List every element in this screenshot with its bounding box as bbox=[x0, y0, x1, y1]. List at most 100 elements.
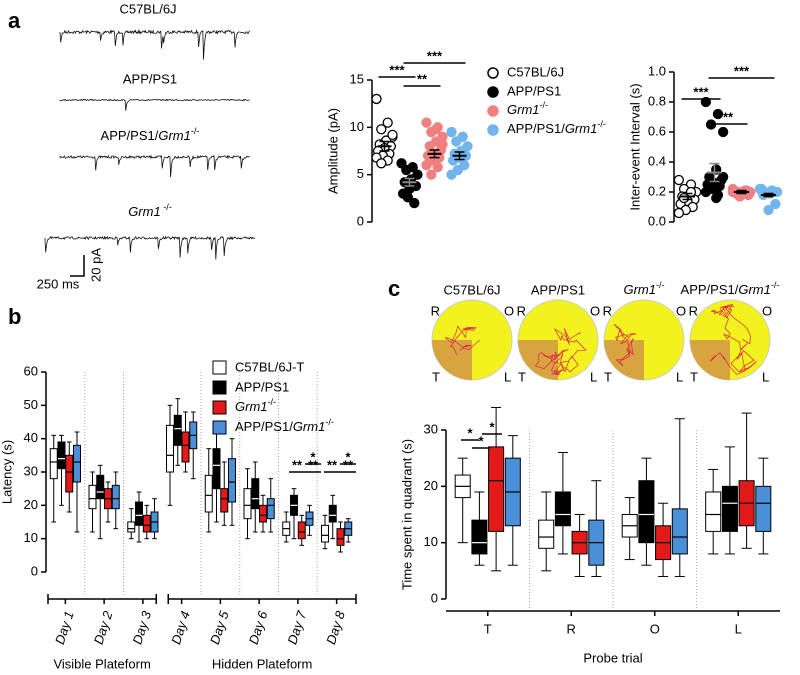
box bbox=[321, 524, 329, 543]
box bbox=[220, 488, 229, 513]
sig-label: ** bbox=[723, 109, 734, 124]
data-point bbox=[447, 155, 459, 166]
sig-label: ** bbox=[308, 457, 319, 472]
legend-swatch bbox=[212, 400, 227, 415]
legend-marker bbox=[487, 67, 499, 79]
box bbox=[88, 484, 97, 510]
data-point bbox=[426, 169, 437, 180]
x-tick-label: Day 1 bbox=[52, 609, 77, 646]
group-label: Visible Plateform bbox=[53, 656, 150, 671]
trace-label: C57BL/6J bbox=[119, 1, 176, 16]
error-bar bbox=[454, 151, 465, 161]
sig-label: ** bbox=[343, 457, 354, 472]
data-point bbox=[446, 126, 457, 138]
error-bar bbox=[763, 192, 774, 198]
box bbox=[96, 474, 105, 500]
data-point bbox=[437, 139, 448, 150]
track-title: APP/PS1/Grm1-/- bbox=[681, 280, 780, 297]
quadrant-label: R bbox=[603, 303, 612, 318]
box bbox=[135, 501, 143, 526]
legend-marker bbox=[487, 124, 499, 136]
error-bar bbox=[404, 177, 415, 187]
box bbox=[259, 504, 267, 523]
quadrant-label: O bbox=[590, 303, 600, 318]
data-point bbox=[717, 126, 729, 138]
box bbox=[554, 491, 571, 527]
quadrant-label: L bbox=[762, 369, 769, 384]
box bbox=[251, 478, 260, 510]
swim-path bbox=[444, 325, 480, 356]
quadrant-label: R bbox=[689, 303, 698, 318]
panel-label: b bbox=[8, 304, 21, 329]
data-point bbox=[763, 204, 774, 216]
x-tick-label: Day 5 bbox=[207, 608, 232, 646]
y-tick-label: 40 bbox=[24, 430, 38, 445]
box bbox=[212, 448, 221, 490]
scale-label: 20 pA bbox=[88, 248, 103, 282]
quadrant-label: T bbox=[690, 369, 698, 384]
sig-label: * bbox=[310, 449, 316, 464]
error-bar bbox=[682, 192, 693, 201]
target-quadrant bbox=[690, 340, 730, 380]
y-tick-label: 15 bbox=[350, 71, 364, 86]
data-point bbox=[451, 136, 462, 147]
quadrant-label: R bbox=[517, 303, 526, 318]
data-point bbox=[673, 207, 685, 219]
x-axis-label: Probe trial bbox=[583, 650, 642, 665]
x-tick-label: Day 3 bbox=[129, 608, 154, 646]
y-tick-label: 0 bbox=[431, 590, 438, 605]
legend-label: APP/PS1 bbox=[507, 83, 561, 98]
box bbox=[297, 521, 306, 540]
y-tick-label: 0.4 bbox=[648, 153, 666, 168]
data-point bbox=[700, 186, 712, 198]
box bbox=[671, 508, 688, 555]
box bbox=[49, 448, 58, 480]
x-tick-label: Day 7 bbox=[284, 608, 309, 646]
y-axis-label: Inter-event Interval (s) bbox=[627, 83, 642, 210]
data-point bbox=[376, 124, 387, 135]
y-tick-label: 20 bbox=[424, 478, 438, 493]
y-tick-label: 20 bbox=[24, 497, 38, 512]
box bbox=[721, 485, 738, 532]
y-tick-label: 0.8 bbox=[648, 93, 666, 108]
track-title: APP/PS1 bbox=[531, 282, 585, 297]
data-point bbox=[387, 129, 398, 141]
y-tick-label: 0.6 bbox=[648, 123, 666, 138]
y-tick-label: 0.2 bbox=[648, 183, 666, 198]
data-point bbox=[711, 192, 722, 204]
box bbox=[538, 519, 555, 549]
trace bbox=[44, 235, 256, 260]
y-tick-label: 0 bbox=[31, 563, 38, 578]
box bbox=[173, 414, 182, 446]
sig-label: * bbox=[345, 449, 351, 464]
x-tick-label: Day 8 bbox=[323, 608, 348, 646]
group-axis bbox=[47, 594, 157, 604]
y-tick-label: 0 bbox=[357, 213, 364, 228]
quadrant-label: O bbox=[676, 303, 686, 318]
legend-marker bbox=[487, 86, 499, 98]
quadrant-label: L bbox=[504, 369, 511, 384]
swim-path bbox=[534, 328, 587, 376]
y-tick-label: 50 bbox=[24, 397, 38, 412]
data-point bbox=[430, 124, 442, 135]
y-tick-label: 10 bbox=[24, 530, 38, 545]
sig-label: *** bbox=[427, 48, 443, 63]
sig-label: ** bbox=[417, 71, 428, 86]
quadrant-label: R bbox=[431, 303, 440, 318]
data-point bbox=[446, 169, 457, 180]
legend-label: C57BL/6J bbox=[507, 64, 564, 79]
box bbox=[755, 485, 772, 532]
quadrant-label: O bbox=[762, 303, 772, 318]
data-point bbox=[770, 198, 781, 210]
quadrant-label: L bbox=[676, 369, 683, 384]
x-tick-label: O bbox=[650, 621, 660, 636]
box bbox=[142, 514, 151, 533]
trace bbox=[59, 29, 251, 60]
y-tick-label: 60 bbox=[24, 363, 38, 378]
quadrant-label: O bbox=[504, 303, 514, 318]
y-tick-label: 0.0 bbox=[648, 213, 666, 228]
legend-label: APP/PS1/Grm1-/- bbox=[235, 417, 334, 434]
target-quadrant bbox=[604, 340, 644, 380]
data-point bbox=[756, 183, 767, 195]
